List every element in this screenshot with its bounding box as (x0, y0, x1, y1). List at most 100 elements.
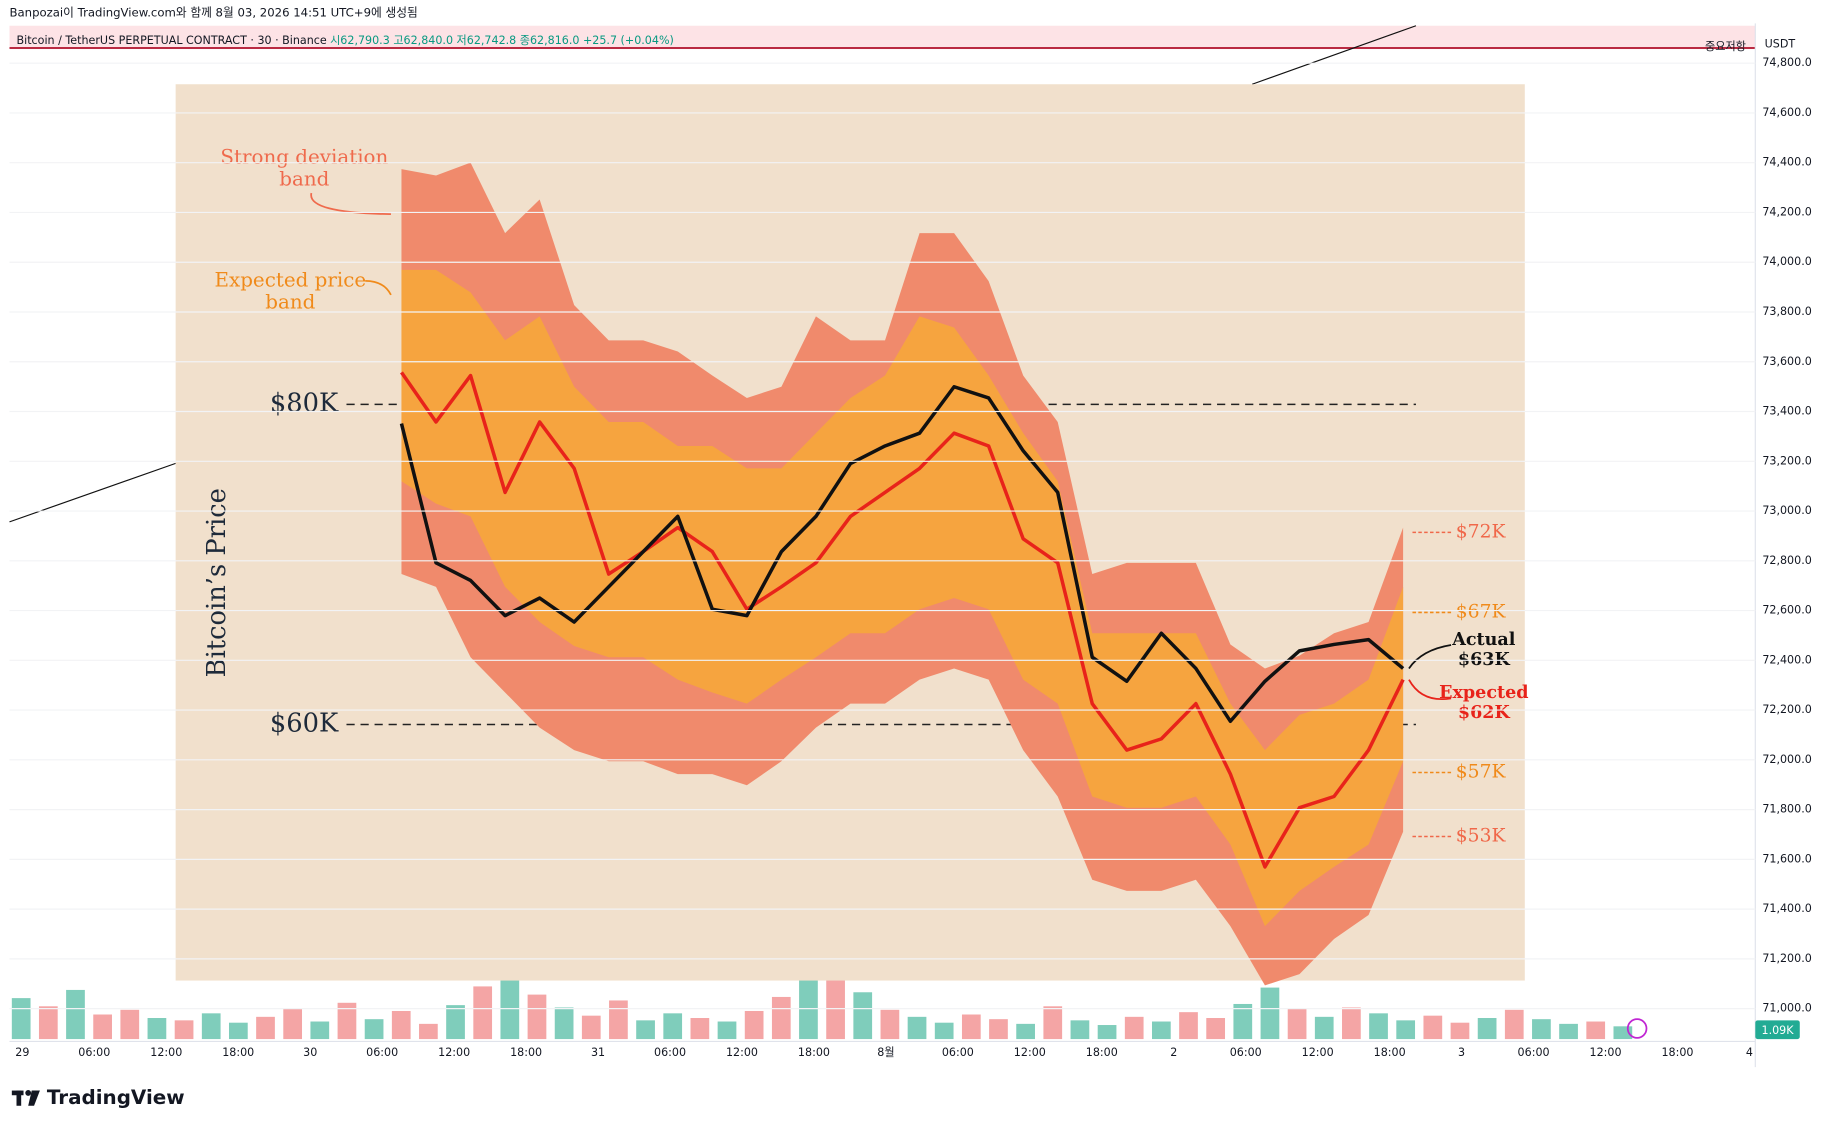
volume-bar (446, 1005, 465, 1040)
volume-bar (554, 1007, 574, 1040)
volume-bar (934, 1022, 954, 1040)
lightning-icon[interactable] (1626, 1018, 1648, 1039)
end-label: $67K (1456, 601, 1507, 622)
volume-bar (581, 1015, 601, 1040)
ohlc: 시62,790.3 고62,840.0 저62,742.8 종62,816.0 … (330, 34, 674, 47)
y-tick-label: 74,600.0 (1762, 106, 1811, 119)
volume-bar (1124, 1016, 1144, 1040)
reference-label: $80K (270, 388, 339, 418)
volume-bar (1179, 1012, 1198, 1040)
volume-bar (1233, 1003, 1253, 1040)
x-tick-label: 18:00 (1086, 1046, 1118, 1059)
trend-line (9, 462, 176, 523)
x-tick-label: 4 (1746, 1046, 1753, 1059)
y-tick-label: 73,000.0 (1762, 504, 1811, 517)
x-tick-label: 3 (1458, 1046, 1465, 1059)
volume-bar (256, 1016, 275, 1040)
volume-bar (337, 1002, 357, 1040)
series-label: $62K (1458, 703, 1511, 723)
y-tick-label: 74,000.0 (1762, 255, 1811, 268)
volume-bar (310, 1021, 330, 1040)
series-arrow (1408, 679, 1452, 700)
volume-bar (1396, 1020, 1416, 1040)
x-tick-label: 31 (591, 1046, 605, 1059)
volume-bar (473, 986, 493, 1040)
volume-bar (1314, 1016, 1334, 1040)
y-tick-label: 73,400.0 (1762, 405, 1811, 418)
volume-bar (66, 989, 85, 1040)
series-line (400, 371, 1405, 869)
band-arrow (310, 192, 391, 216)
x-tick-label: 8월 (877, 1046, 894, 1059)
volume-bar (147, 1018, 167, 1040)
volume-bar (1423, 1015, 1443, 1040)
x-tick-label: 12:00 (726, 1046, 758, 1059)
volume-bar (391, 1010, 411, 1040)
volume-bar (1369, 1013, 1388, 1040)
volume-bar (771, 996, 791, 1040)
x-tick-label: 06:00 (78, 1046, 110, 1059)
band-arrow (365, 279, 392, 296)
volume-bar (228, 1022, 248, 1040)
line-label: 중요저항 (1705, 40, 1746, 53)
volume-label: 1.09K (1762, 1024, 1795, 1037)
trend-line (1251, 25, 1417, 85)
x-tick-label: 29 (15, 1046, 29, 1059)
header: Banpozai이 TradingView.com와 함께 8월 03, 202… (9, 5, 417, 19)
y-tick-label: 73,200.0 (1762, 454, 1811, 467)
band-label: band (279, 168, 329, 191)
x-tick-label: 12:00 (1302, 1046, 1334, 1059)
band (401, 269, 1404, 927)
volume-bar (663, 1013, 683, 1040)
volume-bar (201, 1013, 221, 1040)
x-tick-label: 2 (1170, 1046, 1177, 1059)
y-tick-label: 73,800.0 (1762, 305, 1811, 318)
volume-bar (527, 994, 547, 1040)
volume-bar (826, 967, 845, 1040)
volume-bar (853, 992, 873, 1040)
reference-label: $60K (270, 708, 339, 738)
volume-bar (744, 1010, 764, 1040)
y-tick-label: 74,800.0 (1762, 56, 1811, 69)
end-label: $53K (1456, 826, 1507, 847)
logo-mark (11, 1089, 40, 1106)
x-tick-label: 18:00 (510, 1046, 542, 1059)
volume-bar (38, 1006, 58, 1040)
volume-bar (907, 1016, 927, 1040)
series-arrow (1408, 644, 1452, 669)
x-tick-label: 18:00 (1661, 1046, 1693, 1059)
end-label: $57K (1456, 761, 1507, 782)
y-tick-label: 71,400.0 (1762, 902, 1811, 915)
y-tick-label: 71,800.0 (1762, 803, 1811, 816)
volume-bar (120, 1009, 140, 1040)
volume-bar (1097, 1025, 1117, 1040)
x-tick-label: 18:00 (798, 1046, 830, 1059)
x-tick-label: 12:00 (1590, 1046, 1622, 1059)
volume-bar (283, 1008, 303, 1040)
y-tick-label: 72,400.0 (1762, 653, 1811, 666)
volume-bar (609, 1000, 628, 1040)
y-tick-label: 72,800.0 (1762, 554, 1811, 567)
volume-bar (1504, 1009, 1524, 1040)
volume-bar (1287, 1008, 1307, 1040)
y-tick-label: 71,600.0 (1762, 852, 1811, 865)
x-tick-label: 06:00 (1518, 1046, 1550, 1059)
band-label: Strong deviation (220, 145, 388, 168)
volume-bar (1532, 1019, 1551, 1040)
volume-bar (717, 1021, 737, 1040)
volume-bar (93, 1014, 112, 1040)
volume-bar (1450, 1022, 1470, 1040)
volume-bar (1559, 1023, 1578, 1040)
logo-text: TradingView (47, 1086, 185, 1109)
series-label: Actual (1451, 630, 1516, 650)
y-tick-label: 74,400.0 (1762, 156, 1811, 169)
x-tick-label: 12:00 (150, 1046, 182, 1059)
series-line (399, 385, 1405, 724)
volume-bar (989, 1019, 1008, 1040)
x-tick-label: 06:00 (366, 1046, 398, 1059)
y-tick-label: 71,000.0 (1762, 1002, 1811, 1015)
x-tick-label: 12:00 (438, 1046, 470, 1059)
y-tick-label: 72,600.0 (1762, 604, 1811, 617)
